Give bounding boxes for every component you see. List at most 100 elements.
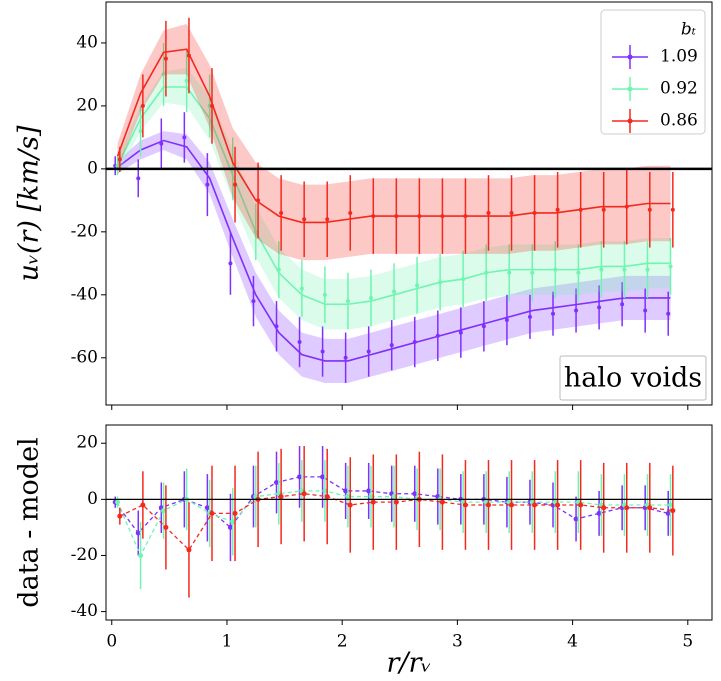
data-point <box>140 103 145 108</box>
data-point <box>553 267 558 272</box>
data-point <box>322 292 327 297</box>
model-line <box>116 48 671 224</box>
data-point <box>182 135 187 140</box>
residual-point <box>462 502 468 508</box>
data-point <box>256 198 261 203</box>
residual-point <box>668 502 674 508</box>
x-tick-label: 4 <box>567 632 578 652</box>
residual-point <box>324 494 330 500</box>
data-point <box>415 283 420 288</box>
data-point <box>394 214 399 219</box>
data-point <box>163 56 168 61</box>
residual-point <box>347 502 353 508</box>
x-tick-label: 2 <box>337 632 348 652</box>
residual-point <box>345 494 351 500</box>
residual-point <box>161 508 167 514</box>
data-point <box>620 302 625 307</box>
data-point <box>299 286 304 291</box>
residual-point <box>647 505 653 511</box>
y-tick-label: 40 <box>76 32 98 52</box>
data-point <box>597 305 602 310</box>
data-point <box>233 182 238 187</box>
data-point <box>458 330 463 335</box>
data-point <box>670 207 675 212</box>
residual-point <box>532 502 538 508</box>
data-point <box>576 270 581 275</box>
residual-point <box>366 488 372 494</box>
residual-point <box>301 491 307 497</box>
legend-dot <box>627 54 633 60</box>
data-point <box>392 289 397 294</box>
y-tick-label: -20 <box>71 221 98 241</box>
data-point <box>345 299 350 304</box>
model-band <box>117 131 671 383</box>
residual-point <box>485 502 491 508</box>
residual-point <box>573 516 579 522</box>
data-point <box>279 210 284 215</box>
data-point <box>320 349 325 354</box>
data-point <box>645 267 650 272</box>
annotation: halo voids <box>564 363 702 394</box>
data-point <box>117 157 122 162</box>
model-band <box>117 24 671 261</box>
data-point <box>417 214 422 219</box>
residual-point <box>135 530 141 536</box>
data-point <box>668 264 673 269</box>
data-point <box>507 270 512 275</box>
data-point <box>412 340 417 345</box>
x-axis-label: r/rᵥ <box>387 648 432 679</box>
residual-point <box>209 510 215 516</box>
axes-frame <box>105 1 713 406</box>
data-point <box>509 210 514 215</box>
data-point <box>184 78 189 83</box>
data-point <box>371 214 376 219</box>
y-tick-label: -20 <box>71 545 98 565</box>
y-tick-label: -60 <box>71 347 98 367</box>
residual-point <box>343 488 349 494</box>
data-point <box>574 308 579 313</box>
axes-frame <box>105 424 713 621</box>
residual-point <box>186 547 192 553</box>
residual-point <box>140 502 146 508</box>
data-point <box>530 270 535 275</box>
residual-point <box>393 499 399 505</box>
data-point <box>297 340 302 345</box>
residual-point <box>163 524 169 530</box>
data-point <box>253 229 258 234</box>
data-point <box>461 277 466 282</box>
data-point <box>622 267 627 272</box>
data-point <box>486 210 491 215</box>
residual-point <box>227 524 233 530</box>
residual-point <box>670 508 676 514</box>
data-point <box>136 176 141 181</box>
y-tick-label: -40 <box>71 601 98 621</box>
y-tick-label: 20 <box>76 95 98 115</box>
legend-dot <box>627 118 633 124</box>
data-point <box>532 210 537 215</box>
residual-point <box>578 502 584 508</box>
residual-point <box>204 505 210 511</box>
y-tick-label: -40 <box>71 284 98 304</box>
x-tick-label: 5 <box>682 632 693 652</box>
data-point <box>251 299 256 304</box>
model-line <box>117 139 671 362</box>
data-point <box>440 214 445 219</box>
residual-point <box>555 502 561 508</box>
residual-point <box>391 494 397 500</box>
data-point <box>205 182 210 187</box>
data-point <box>368 295 373 300</box>
y-tick-label: 20 <box>76 433 98 453</box>
data-point <box>484 270 489 275</box>
data-point <box>389 343 394 348</box>
residual-point <box>370 499 376 505</box>
legend-box <box>600 9 706 135</box>
data-point <box>438 280 443 285</box>
legend-title: bₜ <box>681 20 697 40</box>
residual-point <box>297 474 303 480</box>
data-point <box>666 311 671 316</box>
data-point <box>435 333 440 338</box>
legend-label: 0.92 <box>660 79 698 99</box>
data-point <box>325 217 330 222</box>
